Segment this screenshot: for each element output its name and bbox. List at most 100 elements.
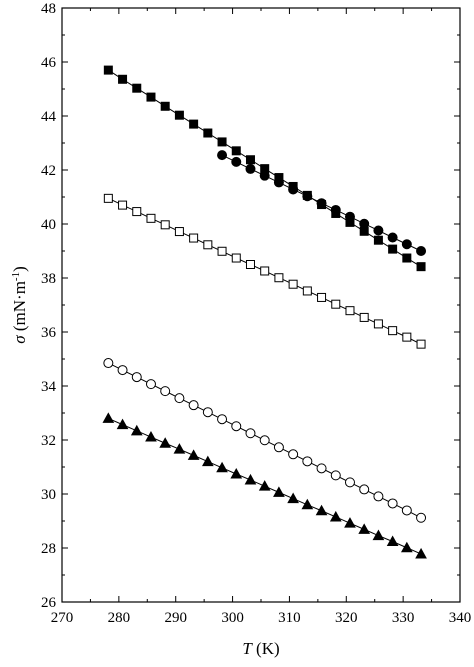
data-point <box>174 227 184 237</box>
data-point <box>344 211 355 222</box>
data-point <box>274 273 284 283</box>
data-point <box>416 262 426 272</box>
data-point <box>317 292 327 302</box>
y-axis-unit-exponent: -1 <box>10 272 22 281</box>
data-point <box>372 529 385 541</box>
data-point <box>217 150 228 161</box>
x-tick-label: 280 <box>108 610 131 626</box>
series-5 <box>102 412 427 559</box>
data-point <box>258 480 271 491</box>
data-point <box>103 193 113 203</box>
y-tick-label: 46 <box>41 55 57 71</box>
axis-tick-labels: 270 280 290 300 310 320 330 340 26 28 30 32 34 36 38 40… <box>41 1 471 626</box>
y-axis-unit-close: ) <box>10 266 29 272</box>
data-point <box>288 449 299 460</box>
data-point <box>217 137 227 147</box>
data-point <box>145 431 157 442</box>
data-point <box>231 146 241 156</box>
data-point <box>273 486 285 497</box>
data-point <box>216 461 228 473</box>
data-point <box>245 163 256 174</box>
data-point <box>118 74 128 84</box>
series-layer <box>102 65 427 559</box>
data-point <box>301 498 314 510</box>
data-point <box>217 246 227 256</box>
data-point <box>203 240 213 250</box>
data-point <box>132 207 142 217</box>
series-4 <box>103 358 427 523</box>
data-point <box>273 442 284 453</box>
data-point <box>102 412 115 423</box>
data-point <box>330 470 341 481</box>
data-point <box>245 155 255 165</box>
y-tick-label: 34 <box>41 379 57 395</box>
plot-frame <box>61 7 461 603</box>
data-point <box>401 239 412 250</box>
data-point <box>373 491 384 502</box>
y-tick-label: 44 <box>41 109 57 125</box>
data-point <box>174 393 185 404</box>
data-point <box>331 299 341 309</box>
data-point <box>131 372 142 383</box>
data-point <box>231 253 241 263</box>
data-point <box>386 535 399 547</box>
data-point <box>344 517 356 528</box>
y-tick-label: 28 <box>41 541 56 557</box>
y-tick-label: 26 <box>41 595 57 611</box>
data-point <box>416 246 427 256</box>
data-point <box>159 437 172 448</box>
data-point <box>160 220 170 230</box>
data-point <box>316 198 327 209</box>
x-axis-unit: (K) <box>252 639 280 658</box>
x-tick-label: 320 <box>335 610 358 626</box>
data-point <box>189 233 199 243</box>
y-tick-label: 32 <box>41 433 56 449</box>
data-point <box>345 306 355 316</box>
data-point <box>173 443 186 454</box>
data-point <box>329 510 342 522</box>
data-point <box>203 128 213 138</box>
data-point <box>415 547 427 559</box>
data-point <box>400 541 413 553</box>
data-point <box>373 319 383 329</box>
data-point <box>373 225 384 236</box>
data-point <box>260 266 270 276</box>
data-point <box>174 110 184 120</box>
data-point <box>259 170 270 181</box>
data-point <box>302 286 312 296</box>
data-point <box>118 200 128 210</box>
data-point <box>387 498 398 509</box>
data-point <box>160 101 170 111</box>
data-point <box>359 218 370 229</box>
data-point <box>388 326 398 336</box>
data-point <box>103 358 114 369</box>
data-point <box>244 473 257 485</box>
data-point <box>359 484 370 495</box>
data-point <box>189 119 199 129</box>
y-tick-label: 38 <box>41 271 56 287</box>
data-point <box>273 177 284 188</box>
data-point <box>344 477 355 488</box>
data-point <box>201 455 214 467</box>
data-point <box>259 435 270 446</box>
y-axis-unit: (mN·m <box>10 281 29 335</box>
data-point <box>359 312 369 322</box>
data-point <box>416 512 427 523</box>
data-point <box>146 92 156 102</box>
x-tick-label: 330 <box>392 610 415 626</box>
x-tick-label: 310 <box>278 610 301 626</box>
y-tick-label: 42 <box>41 163 56 179</box>
x-axis-symbol: T <box>242 639 253 658</box>
x-tick-label: 340 <box>449 610 472 626</box>
x-tick-label: 270 <box>51 610 74 626</box>
y-tick-label: 36 <box>41 325 57 341</box>
data-point <box>401 505 412 516</box>
data-point <box>230 467 243 479</box>
series-3 <box>103 193 426 349</box>
data-point <box>388 244 398 254</box>
data-point <box>402 332 412 342</box>
data-point <box>160 386 171 397</box>
data-point <box>387 232 398 243</box>
data-point <box>402 253 412 263</box>
